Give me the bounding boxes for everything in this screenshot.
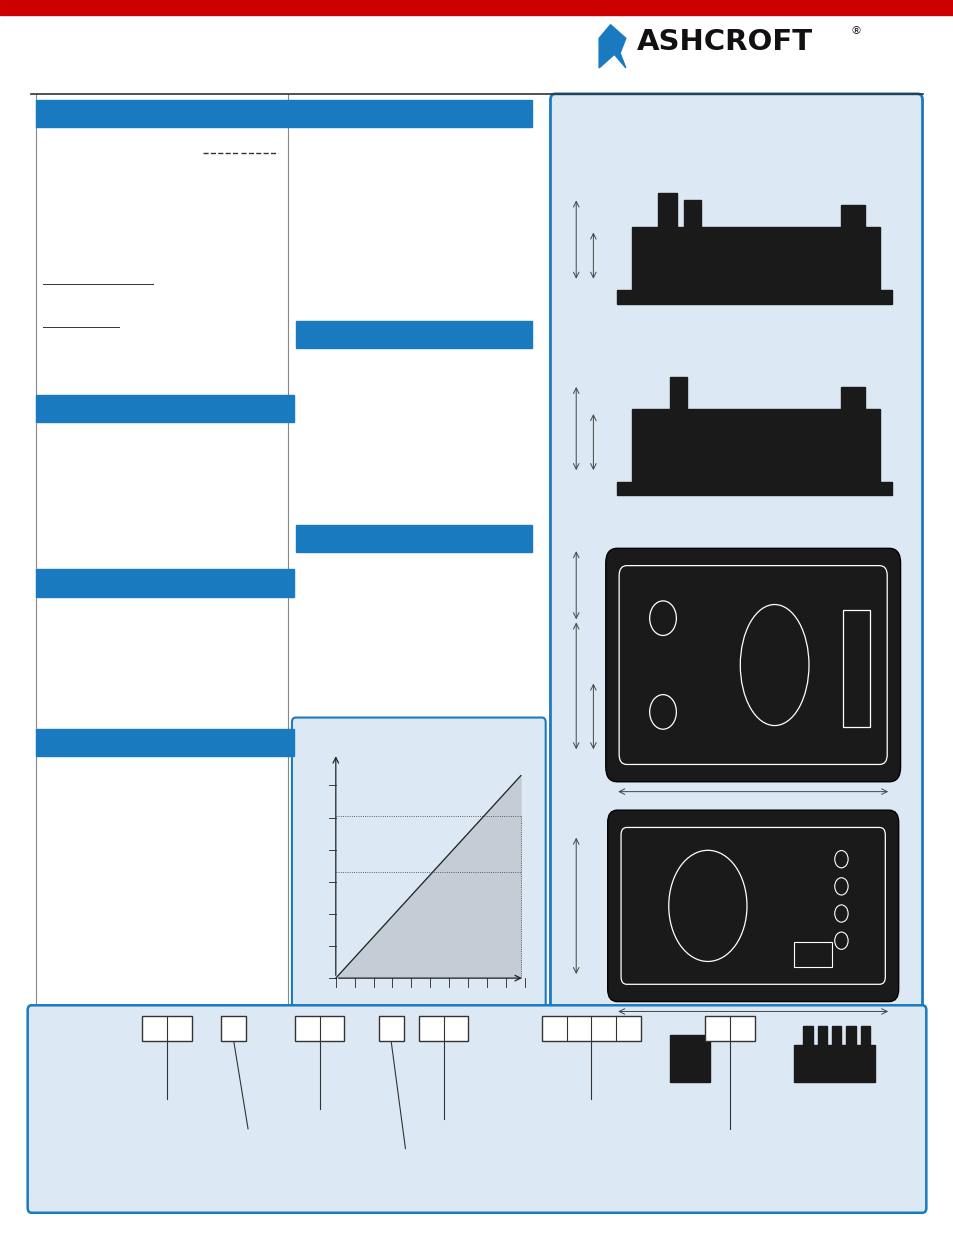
Polygon shape — [598, 25, 625, 68]
FancyBboxPatch shape — [605, 548, 900, 782]
Bar — [36, 729, 294, 756]
Bar — [0, 0, 953, 15]
Bar — [842, 610, 869, 727]
Bar — [793, 942, 831, 967]
Bar — [845, 1026, 855, 1045]
Bar — [541, 1016, 640, 1041]
Bar — [295, 525, 532, 552]
Bar — [294, 1016, 344, 1041]
Bar — [802, 1026, 812, 1045]
Bar — [793, 1045, 874, 1082]
Bar — [683, 200, 700, 227]
Polygon shape — [335, 776, 520, 978]
Bar — [631, 409, 879, 483]
Bar — [831, 1026, 841, 1045]
Bar — [418, 1016, 468, 1041]
Bar — [617, 482, 891, 495]
Bar — [295, 321, 532, 348]
FancyBboxPatch shape — [607, 810, 898, 1002]
Bar — [617, 290, 891, 304]
Bar — [378, 1016, 403, 1041]
Bar — [860, 1026, 869, 1045]
Bar — [36, 569, 294, 597]
Bar — [817, 1026, 826, 1045]
Bar — [36, 100, 532, 127]
FancyBboxPatch shape — [292, 718, 545, 1030]
Bar — [658, 193, 677, 227]
Bar — [669, 1035, 709, 1082]
Bar — [142, 1016, 192, 1041]
Bar — [36, 395, 294, 422]
Text: ASHCROFT: ASHCROFT — [637, 28, 813, 57]
Text: ®: ® — [850, 26, 862, 36]
Bar — [221, 1016, 246, 1041]
Bar — [669, 377, 686, 409]
FancyBboxPatch shape — [550, 94, 922, 1035]
Bar — [631, 227, 879, 291]
FancyBboxPatch shape — [28, 1005, 925, 1213]
Bar — [704, 1016, 754, 1041]
Bar — [841, 205, 864, 227]
Bar — [841, 387, 864, 409]
